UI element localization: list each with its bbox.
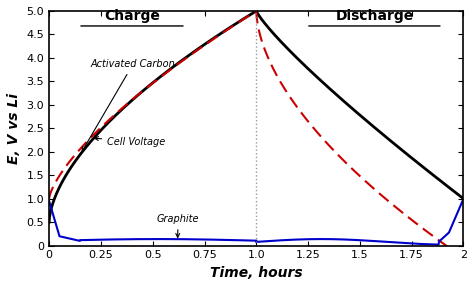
Text: Charge: Charge xyxy=(104,9,160,23)
Text: Graphite: Graphite xyxy=(157,214,200,237)
Text: Activated Carbon: Activated Carbon xyxy=(82,59,175,151)
Y-axis label: E, V vs Li: E, V vs Li xyxy=(7,93,21,164)
X-axis label: Time, hours: Time, hours xyxy=(210,266,302,280)
Text: Discharge: Discharge xyxy=(335,9,413,23)
Text: Cell Voltage: Cell Voltage xyxy=(94,137,165,147)
